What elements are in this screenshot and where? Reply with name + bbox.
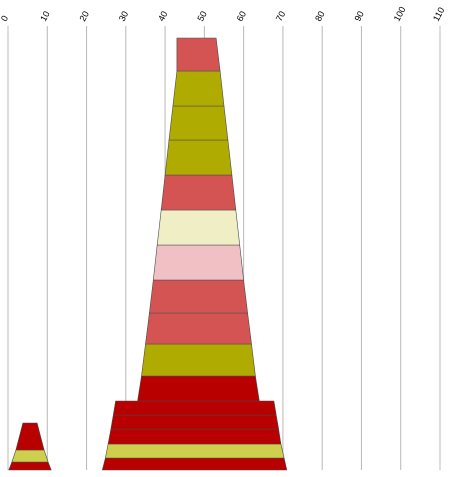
shape-2-segment-2: [105, 443, 285, 459]
shape-2-segment-12: [156, 209, 241, 246]
shape-2-segment-5: [112, 400, 277, 416]
shape-2-segment-13: [160, 174, 237, 211]
x-tick-label: 80: [313, 9, 327, 23]
x-tick-label: 50: [195, 9, 209, 23]
shape-2-segment-9: [145, 312, 252, 345]
x-tick-label: 60: [235, 9, 249, 23]
shape-2-segment-4: [110, 414, 279, 430]
shape-2-segment-8: [141, 343, 256, 377]
shape-2-segment-17: [176, 37, 221, 72]
x-tick-label: 0: [0, 14, 10, 23]
x-tick-label: 100: [392, 5, 408, 23]
shape-1-segment-2: [11, 449, 49, 463]
shape-2-segment-11: [152, 244, 244, 281]
shape-2-segment-10: [149, 279, 248, 314]
shape-1-segment-1: [8, 461, 52, 471]
x-tick-labels: 0 10 20 30 40 50 60 70 80 90 100 110: [0, 5, 447, 23]
x-tick-label: 40: [156, 9, 170, 23]
shape-2-segment-14: [164, 139, 233, 176]
shape-2-segment-3: [107, 428, 282, 445]
x-tick-label: 10: [38, 9, 52, 23]
shape-2-segment-1: [101, 457, 288, 471]
x-tick-label: 70: [274, 9, 288, 23]
x-tick-label: 20: [77, 9, 91, 23]
shape-1-segment-3: [15, 422, 45, 451]
x-tick-label: 30: [117, 9, 131, 23]
shape-2-segment-16: [172, 70, 225, 107]
trapezoid-shapes: [8, 37, 288, 471]
shape-2-segment-15: [168, 105, 229, 141]
shape-2-segment-7: [137, 375, 260, 402]
trapezoid-shape-2: [101, 37, 288, 471]
x-tick-label: 90: [352, 9, 366, 23]
x-tick-label: 110: [431, 6, 447, 23]
trapezoid-shape-1: [8, 422, 52, 471]
